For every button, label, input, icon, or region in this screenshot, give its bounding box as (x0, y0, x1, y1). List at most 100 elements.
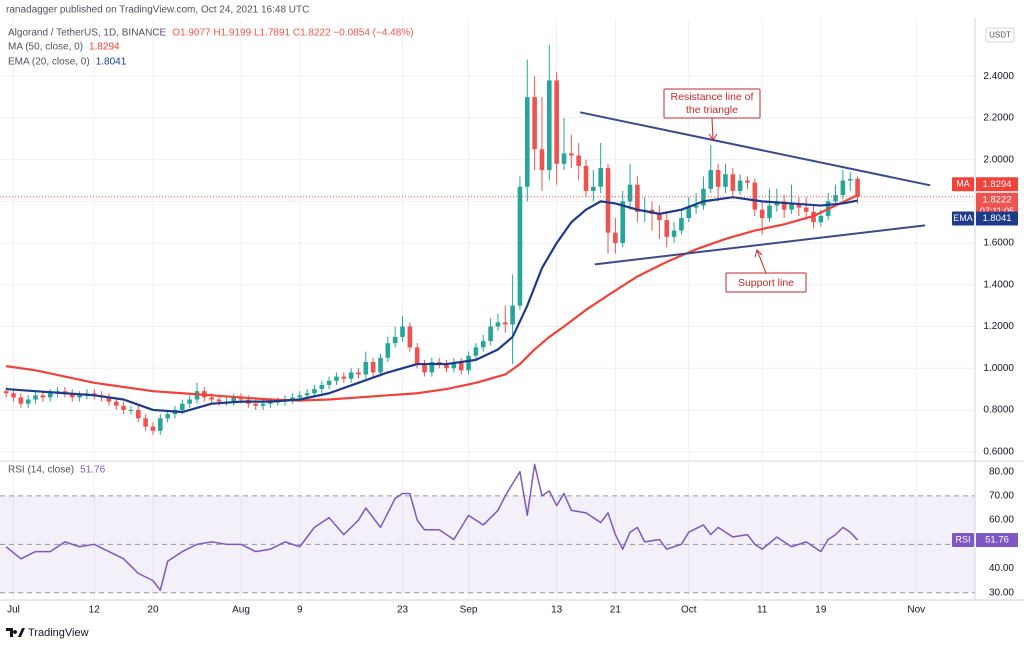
candle-body (818, 215, 824, 223)
candle-body (121, 405, 126, 410)
candle-body (290, 397, 295, 400)
y-tick-label: 1.2000 (983, 321, 1014, 332)
legend-name: RSI (14, close) (8, 465, 74, 476)
candle-body (693, 205, 699, 208)
candle-body (679, 218, 684, 231)
x-tick-label: 11 (757, 605, 768, 616)
candle-body (546, 80, 552, 171)
candle-body (554, 80, 559, 164)
candle-body (334, 376, 339, 381)
badge-value: 1.8294 (982, 179, 1011, 190)
candle-body (128, 409, 134, 411)
y-tick-label: 60.00 (989, 515, 1014, 526)
candle-body (701, 188, 706, 206)
y-tick-label: 1.6000 (983, 238, 1014, 249)
currency: USDT (989, 31, 1011, 40)
candle-body (341, 376, 347, 379)
candle-body (165, 414, 170, 419)
legend-value: 1.8041 (96, 57, 127, 68)
x-tick-label: Jul (7, 605, 20, 616)
candle-body (135, 409, 141, 419)
candle-body (216, 399, 222, 402)
x-tick-label: 12 (89, 605, 101, 616)
candle-body (370, 361, 376, 373)
candle-body (47, 393, 53, 398)
candle-body (106, 397, 112, 402)
badge-box (976, 177, 1018, 192)
candle-body (69, 393, 75, 398)
x-tick-label: 9 (297, 605, 303, 616)
candle-body (583, 165, 589, 191)
badge-tag (952, 177, 974, 192)
candle-body (759, 209, 765, 219)
candle-body (33, 395, 38, 400)
candle-body (40, 395, 46, 398)
candle-body (627, 184, 633, 202)
candle-body (480, 341, 486, 348)
badge-label: RSI (955, 534, 970, 544)
candle-body (730, 174, 736, 191)
candle-body (3, 391, 9, 394)
x-tick-label: 23 (397, 605, 409, 616)
candle-body (524, 97, 530, 187)
badge-value: 51.76 (985, 535, 1009, 546)
candle-body (576, 155, 581, 166)
candle-body (715, 170, 721, 187)
candle-body (356, 372, 361, 375)
candle-body (789, 203, 794, 210)
plot-layer (0, 18, 975, 599)
candle-body (495, 322, 501, 327)
candle-body (517, 186, 523, 306)
candle-body (591, 186, 596, 191)
y-tick-label: 80.00 (989, 466, 1014, 477)
candle-body (803, 207, 809, 212)
candle-body (180, 403, 185, 410)
candle-body (723, 174, 728, 187)
x-tick-label: Oct (681, 605, 697, 616)
candle-body (297, 395, 303, 398)
x-tick-label: 21 (610, 605, 622, 616)
candle-body (326, 380, 332, 385)
badge-label: MA (956, 179, 970, 189)
annotation-arrow (754, 249, 767, 274)
candle-body (671, 230, 677, 237)
badge-tag (952, 533, 974, 548)
candle-body (444, 364, 449, 369)
y-tick-label: 30.00 (989, 587, 1014, 598)
candle-body (414, 347, 420, 365)
y-tick-label: 2.0000 (983, 154, 1014, 165)
candle-body (77, 395, 82, 398)
candle-body (510, 305, 515, 325)
candle-body (11, 393, 16, 398)
candle-body (833, 195, 838, 202)
x-tick-label: 13 (551, 605, 563, 616)
footer-brand: TradingView (28, 627, 89, 639)
header: ranadagger published on TradingView.com,… (6, 5, 309, 16)
candle-body (745, 180, 750, 183)
ohlc-values: O1.9077 H1.9199 L1.7891 C1.8222 −0.0854 … (172, 28, 413, 39)
y-tick-label: 1.4000 (983, 279, 1014, 290)
candle-body (569, 153, 574, 156)
y-tick-label: 0.8000 (983, 405, 1014, 416)
candle-body (847, 178, 853, 181)
candle-body (260, 403, 266, 406)
candle-body (620, 201, 625, 244)
candle-body (253, 403, 259, 406)
x-tick-label: Aug (232, 605, 250, 616)
candle-body (752, 182, 758, 210)
candle-body (407, 326, 413, 348)
y-tick-label: 40.00 (989, 563, 1014, 574)
candle-body (473, 347, 479, 356)
currency-box (985, 27, 1015, 43)
trendline (579, 111, 931, 187)
legend-value: 51.76 (80, 465, 105, 476)
candle-body (613, 232, 618, 244)
candle-body (304, 393, 310, 396)
x-tick-label: 19 (815, 605, 827, 616)
candle-body (458, 361, 464, 371)
badge-countdown: 07:11:05 (980, 206, 1014, 216)
y-tick-label: 2.4000 (983, 71, 1014, 82)
